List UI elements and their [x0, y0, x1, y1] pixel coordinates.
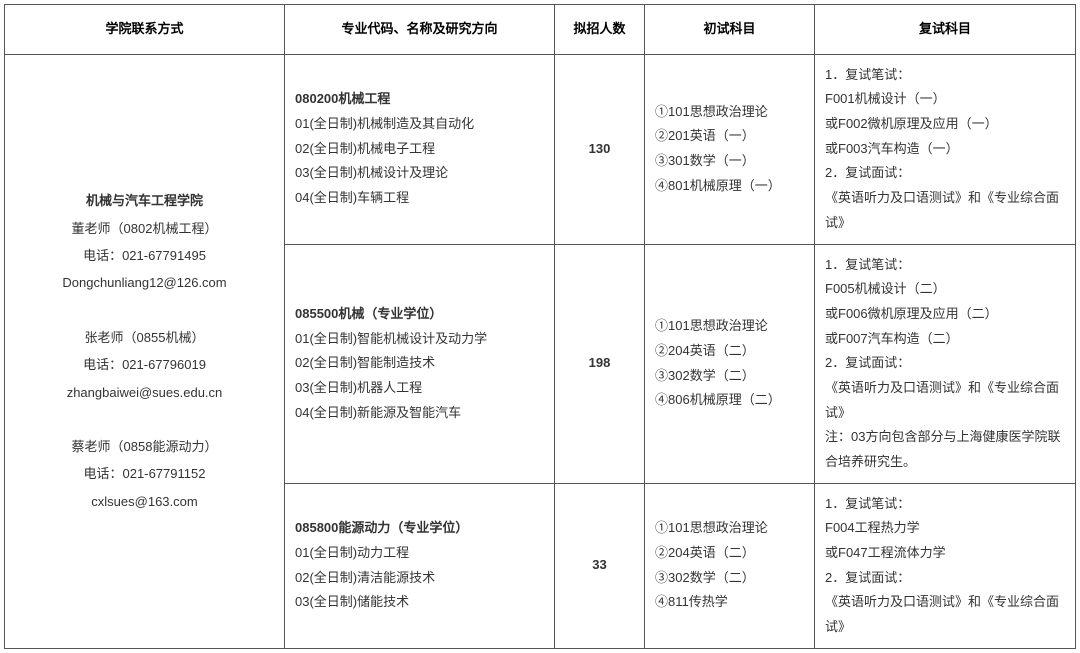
major-title: 085500机械（专业学位）	[295, 302, 544, 327]
contact-name-1: 董老师（0802机械工程）	[15, 215, 274, 242]
major-directions: 01(全日制)机械制造及其自动化02(全日制)机械电子工程03(全日制)机械设计…	[295, 112, 544, 211]
prelim-cell: ①101思想政治理论②204英语（二）③302数学（二）④806机械原理（二）	[645, 244, 815, 483]
count-cell: 33	[555, 483, 645, 648]
major-directions: 01(全日制)智能机械设计及动力学02(全日制)智能制造技术03(全日制)机器人…	[295, 327, 544, 426]
major-title: 080200机械工程	[295, 87, 544, 112]
retest-cell: 1．复试笔试：F004工程热力学 或F047工程流体力学2．复试面试：《英语听力…	[815, 483, 1076, 648]
contact-tel-2: 电话：021-67796019	[15, 351, 274, 378]
contact-mail-3: cxlsues@163.com	[15, 488, 274, 515]
contact-name-3: 蔡老师（0858能源动力）	[15, 433, 274, 460]
header-count: 拟招人数	[555, 5, 645, 55]
contact-name-2: 张老师（0855机械）	[15, 324, 274, 351]
count-cell: 198	[555, 244, 645, 483]
table-header-row: 学院联系方式 专业代码、名称及研究方向 拟招人数 初试科目 复试科目	[5, 5, 1076, 55]
contact-tel-3: 电话：021-67791152	[15, 460, 274, 487]
major-cell: 085800能源动力（专业学位） 01(全日制)动力工程02(全日制)清洁能源技…	[285, 483, 555, 648]
contact-tel-1: 电话：021-67791495	[15, 242, 274, 269]
header-prelim: 初试科目	[645, 5, 815, 55]
table-row: 机械与汽车工程学院 董老师（0802机械工程） 电话：021-67791495 …	[5, 54, 1076, 244]
major-title: 085800能源动力（专业学位）	[295, 516, 544, 541]
major-cell: 080200机械工程 01(全日制)机械制造及其自动化02(全日制)机械电子工程…	[285, 54, 555, 244]
count-cell: 130	[555, 54, 645, 244]
prelim-cell: ①101思想政治理论②204英语（二）③302数学（二）④811传热学	[645, 483, 815, 648]
major-directions: 01(全日制)动力工程02(全日制)清洁能源技术03(全日制)储能技术	[295, 541, 544, 615]
header-major: 专业代码、名称及研究方向	[285, 5, 555, 55]
school-title: 机械与汽车工程学院	[15, 187, 274, 214]
retest-cell: 1．复试笔试：F001机械设计（一）或F002微机原理及应用（一）或F003汽车…	[815, 54, 1076, 244]
header-retest: 复试科目	[815, 5, 1076, 55]
contact-mail-2: zhangbaiwei@sues.edu.cn	[15, 379, 274, 406]
admissions-table: 学院联系方式 专业代码、名称及研究方向 拟招人数 初试科目 复试科目 机械与汽车…	[4, 4, 1076, 649]
contact-cell: 机械与汽车工程学院 董老师（0802机械工程） 电话：021-67791495 …	[5, 54, 285, 648]
header-contact: 学院联系方式	[5, 5, 285, 55]
retest-cell: 1．复试笔试：F005机械设计（二）或F006微机原理及应用（二）或F007汽车…	[815, 244, 1076, 483]
contact-mail-1: Dongchunliang12@126.com	[15, 269, 274, 296]
major-cell: 085500机械（专业学位） 01(全日制)智能机械设计及动力学02(全日制)智…	[285, 244, 555, 483]
prelim-cell: ①101思想政治理论②201英语（一）③301数学（一）④801机械原理（一）	[645, 54, 815, 244]
